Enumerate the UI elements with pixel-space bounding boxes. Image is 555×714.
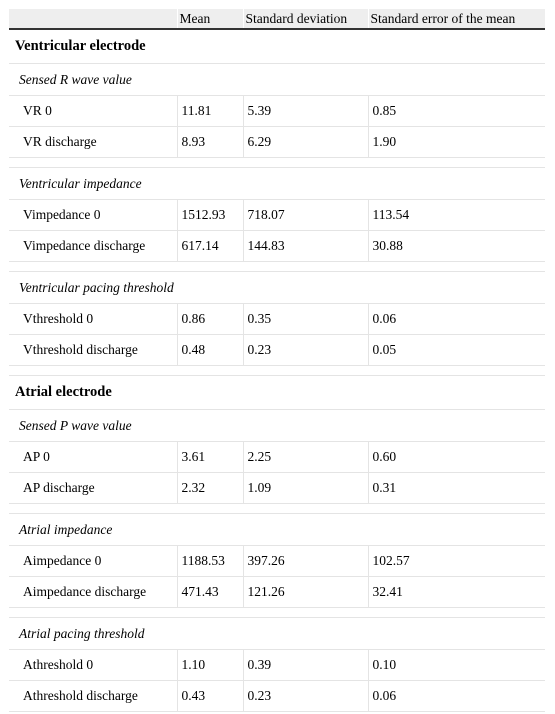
header-blank bbox=[9, 9, 177, 30]
spacer-cell bbox=[9, 157, 545, 168]
sd-cell: 121.26 bbox=[242, 576, 368, 608]
spacer-row bbox=[9, 157, 545, 168]
header-row: Mean Standard deviation Standard error o… bbox=[9, 9, 545, 30]
section-title: Ventricular electrode bbox=[9, 29, 545, 64]
subsection-title: Atrial impedance bbox=[9, 513, 545, 546]
electrode-stats-table: Mean Standard deviation Standard error o… bbox=[9, 9, 545, 712]
sem-cell: 0.10 bbox=[367, 649, 545, 681]
sem-cell: 0.06 bbox=[367, 680, 545, 712]
subsection-row: Ventricular impedance bbox=[9, 167, 545, 200]
row-label: AP 0 bbox=[9, 441, 177, 473]
sd-cell: 0.39 bbox=[242, 649, 368, 681]
mean-cell: 2.32 bbox=[176, 472, 243, 504]
sd-cell: 5.39 bbox=[242, 95, 368, 127]
table-row: AP 0 3.61 2.25 0.60 bbox=[9, 441, 545, 473]
sem-cell: 0.85 bbox=[367, 95, 545, 127]
mean-cell: 1.10 bbox=[176, 649, 243, 681]
section-row: Atrial electrode bbox=[9, 375, 545, 410]
mean-cell: 1188.53 bbox=[176, 545, 243, 577]
sem-cell: 113.54 bbox=[367, 199, 545, 231]
mean-cell: 1512.93 bbox=[176, 199, 243, 231]
row-label: Aimpedance discharge bbox=[9, 576, 177, 608]
section-title: Atrial electrode bbox=[9, 375, 545, 410]
table-row: Aimpedance discharge 471.43 121.26 32.41 bbox=[9, 576, 545, 608]
table-row: Athreshold discharge 0.43 0.23 0.06 bbox=[9, 680, 545, 712]
subsection-title: Atrial pacing threshold bbox=[9, 617, 545, 650]
header-mean: Mean bbox=[176, 9, 243, 30]
sem-cell: 32.41 bbox=[367, 576, 545, 608]
sem-cell: 0.06 bbox=[367, 303, 545, 335]
table-row: Vimpedance 0 1512.93 718.07 113.54 bbox=[9, 199, 545, 231]
mean-cell: 0.86 bbox=[176, 303, 243, 335]
row-label: Vthreshold discharge bbox=[9, 334, 177, 366]
subsection-row: Sensed R wave value bbox=[9, 63, 545, 96]
mean-cell: 0.48 bbox=[176, 334, 243, 366]
sem-cell: 0.31 bbox=[367, 472, 545, 504]
table-row: AP discharge 2.32 1.09 0.31 bbox=[9, 472, 545, 504]
table-body: Ventricular electrode Sensed R wave value… bbox=[9, 29, 545, 712]
mean-cell: 3.61 bbox=[176, 441, 243, 473]
row-label: Aimpedance 0 bbox=[9, 545, 177, 577]
subsection-row: Atrial impedance bbox=[9, 513, 545, 546]
spacer-row bbox=[9, 503, 545, 514]
header-standard-deviation: Standard deviation bbox=[242, 9, 368, 30]
sd-cell: 6.29 bbox=[242, 126, 368, 158]
sem-cell: 30.88 bbox=[367, 230, 545, 262]
table-header: Mean Standard deviation Standard error o… bbox=[9, 9, 545, 30]
sem-cell: 0.05 bbox=[367, 334, 545, 366]
table-row: VR discharge 8.93 6.29 1.90 bbox=[9, 126, 545, 158]
row-label: Athreshold 0 bbox=[9, 649, 177, 681]
spacer-row bbox=[9, 365, 545, 376]
sd-cell: 0.23 bbox=[242, 334, 368, 366]
subsection-row: Atrial pacing threshold bbox=[9, 617, 545, 650]
sd-cell: 2.25 bbox=[242, 441, 368, 473]
row-label: Athreshold discharge bbox=[9, 680, 177, 712]
subsection-title: Ventricular pacing threshold bbox=[9, 271, 545, 304]
table-row: Aimpedance 0 1188.53 397.26 102.57 bbox=[9, 545, 545, 577]
spacer-cell bbox=[9, 365, 545, 376]
mean-cell: 471.43 bbox=[176, 576, 243, 608]
mean-cell: 617.14 bbox=[176, 230, 243, 262]
sd-cell: 0.35 bbox=[242, 303, 368, 335]
table-row: Vthreshold 0 0.86 0.35 0.06 bbox=[9, 303, 545, 335]
table-row: Athreshold 0 1.10 0.39 0.10 bbox=[9, 649, 545, 681]
sd-cell: 718.07 bbox=[242, 199, 368, 231]
table-row: Vimpedance discharge 617.14 144.83 30.88 bbox=[9, 230, 545, 262]
spacer-cell bbox=[9, 607, 545, 618]
mean-cell: 8.93 bbox=[176, 126, 243, 158]
spacer-row bbox=[9, 607, 545, 618]
table-row: Vthreshold discharge 0.48 0.23 0.05 bbox=[9, 334, 545, 366]
sd-cell: 397.26 bbox=[242, 545, 368, 577]
mean-cell: 11.81 bbox=[176, 95, 243, 127]
subsection-title: Sensed P wave value bbox=[9, 409, 545, 442]
sd-cell: 144.83 bbox=[242, 230, 368, 262]
table-row: VR 0 11.81 5.39 0.85 bbox=[9, 95, 545, 127]
subsection-row: Sensed P wave value bbox=[9, 409, 545, 442]
row-label: Vimpedance 0 bbox=[9, 199, 177, 231]
row-label: VR discharge bbox=[9, 126, 177, 158]
header-standard-error: Standard error of the mean bbox=[367, 9, 545, 30]
row-label: Vthreshold 0 bbox=[9, 303, 177, 335]
mean-cell: 0.43 bbox=[176, 680, 243, 712]
row-label: VR 0 bbox=[9, 95, 177, 127]
spacer-cell bbox=[9, 503, 545, 514]
sem-cell: 102.57 bbox=[367, 545, 545, 577]
section-row: Ventricular electrode bbox=[9, 29, 545, 64]
subsection-title: Sensed R wave value bbox=[9, 63, 545, 96]
row-label: AP discharge bbox=[9, 472, 177, 504]
spacer-cell bbox=[9, 261, 545, 272]
sem-cell: 1.90 bbox=[367, 126, 545, 158]
row-label: Vimpedance discharge bbox=[9, 230, 177, 262]
subsection-row: Ventricular pacing threshold bbox=[9, 271, 545, 304]
sd-cell: 0.23 bbox=[242, 680, 368, 712]
sd-cell: 1.09 bbox=[242, 472, 368, 504]
sem-cell: 0.60 bbox=[367, 441, 545, 473]
spacer-row bbox=[9, 261, 545, 272]
subsection-title: Ventricular impedance bbox=[9, 167, 545, 200]
